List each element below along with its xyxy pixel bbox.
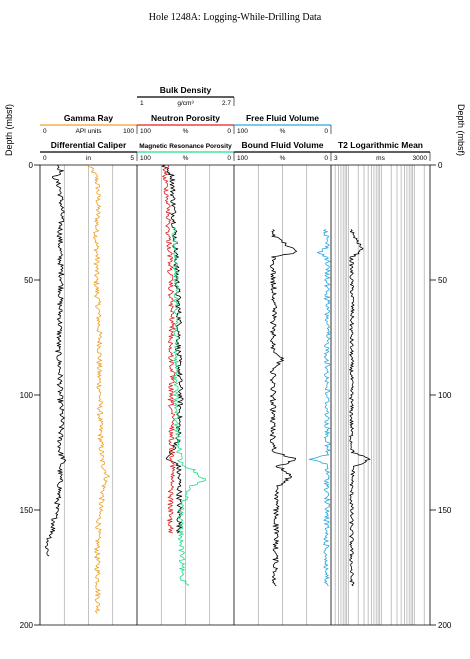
track-header-unit: % bbox=[183, 155, 189, 162]
depth-tick-label-right: 50 bbox=[438, 276, 447, 285]
depth-tick-label-left: 100 bbox=[20, 391, 34, 400]
track-header-title: Bound Fluid Volume bbox=[242, 140, 324, 150]
depth-tick-label-right: 0 bbox=[438, 161, 443, 170]
track-header-unit: g/cm³ bbox=[177, 100, 194, 107]
series-curve bbox=[308, 229, 331, 587]
depth-tick-label-right: 100 bbox=[438, 391, 452, 400]
depth-axis-title-left: Depth (mbsf) bbox=[4, 104, 14, 156]
track-header-title: T2 Logarithmic Mean bbox=[338, 140, 423, 150]
track-header-max: 100 bbox=[123, 128, 134, 135]
track-header-unit: % bbox=[183, 128, 189, 135]
track-header-min: 1 bbox=[140, 100, 144, 107]
depth-tick-label-left: 150 bbox=[20, 506, 34, 515]
track-header-max: 0 bbox=[324, 128, 328, 135]
track-header-title: Bulk Density bbox=[160, 85, 212, 95]
track-header-title: Magnetic Resonance Porosity bbox=[139, 143, 232, 150]
track-header-title: Differential Caliper bbox=[51, 140, 127, 150]
depth-tick-label-left: 0 bbox=[29, 161, 34, 170]
track-header-unit: in bbox=[86, 155, 91, 162]
track-header-max: 2.7 bbox=[222, 100, 231, 107]
depth-tick-label-left: 200 bbox=[20, 621, 34, 630]
track-header-max: 0 bbox=[227, 155, 231, 162]
track-header-min: 100 bbox=[140, 155, 151, 162]
track-header-min: 3 bbox=[334, 155, 338, 162]
series-curve bbox=[269, 229, 298, 587]
depth-tick-label-left: 50 bbox=[24, 276, 33, 285]
track-header-min: 100 bbox=[140, 128, 151, 135]
track-header-max: 3000 bbox=[413, 155, 428, 162]
track-header-title: Neutron Porosity bbox=[151, 113, 220, 123]
track-header-unit: % bbox=[280, 155, 286, 162]
track-header-unit: ms bbox=[376, 155, 385, 162]
depth-tick-label-right: 200 bbox=[438, 621, 452, 630]
track-header-title: Gamma Ray bbox=[64, 113, 113, 123]
track-header-title: Free Fluid Volume bbox=[246, 113, 319, 123]
track-header-min: 0 bbox=[43, 128, 47, 135]
series-curve bbox=[87, 164, 110, 614]
track-header-min: 100 bbox=[237, 128, 248, 135]
track-header-min: 0 bbox=[43, 155, 47, 162]
chart-title: Hole 1248A: Logging-While-Drilling Data bbox=[148, 12, 322, 23]
depth-axis-title-right: Depth (mbsf) bbox=[456, 104, 466, 156]
track-header-unit: % bbox=[280, 128, 286, 135]
track-header-max: 0 bbox=[227, 128, 231, 135]
track-header-min: 100 bbox=[237, 155, 248, 162]
depth-tick-label-right: 150 bbox=[438, 506, 452, 515]
track-header-unit: API units bbox=[75, 128, 102, 135]
series-curve bbox=[44, 164, 67, 557]
series-curve bbox=[171, 227, 207, 587]
track-header-max: 0 bbox=[324, 155, 328, 162]
series-curve bbox=[349, 229, 371, 587]
series-curve bbox=[162, 164, 176, 534]
series-curve bbox=[161, 164, 184, 534]
track-header-max: 5 bbox=[130, 155, 134, 162]
